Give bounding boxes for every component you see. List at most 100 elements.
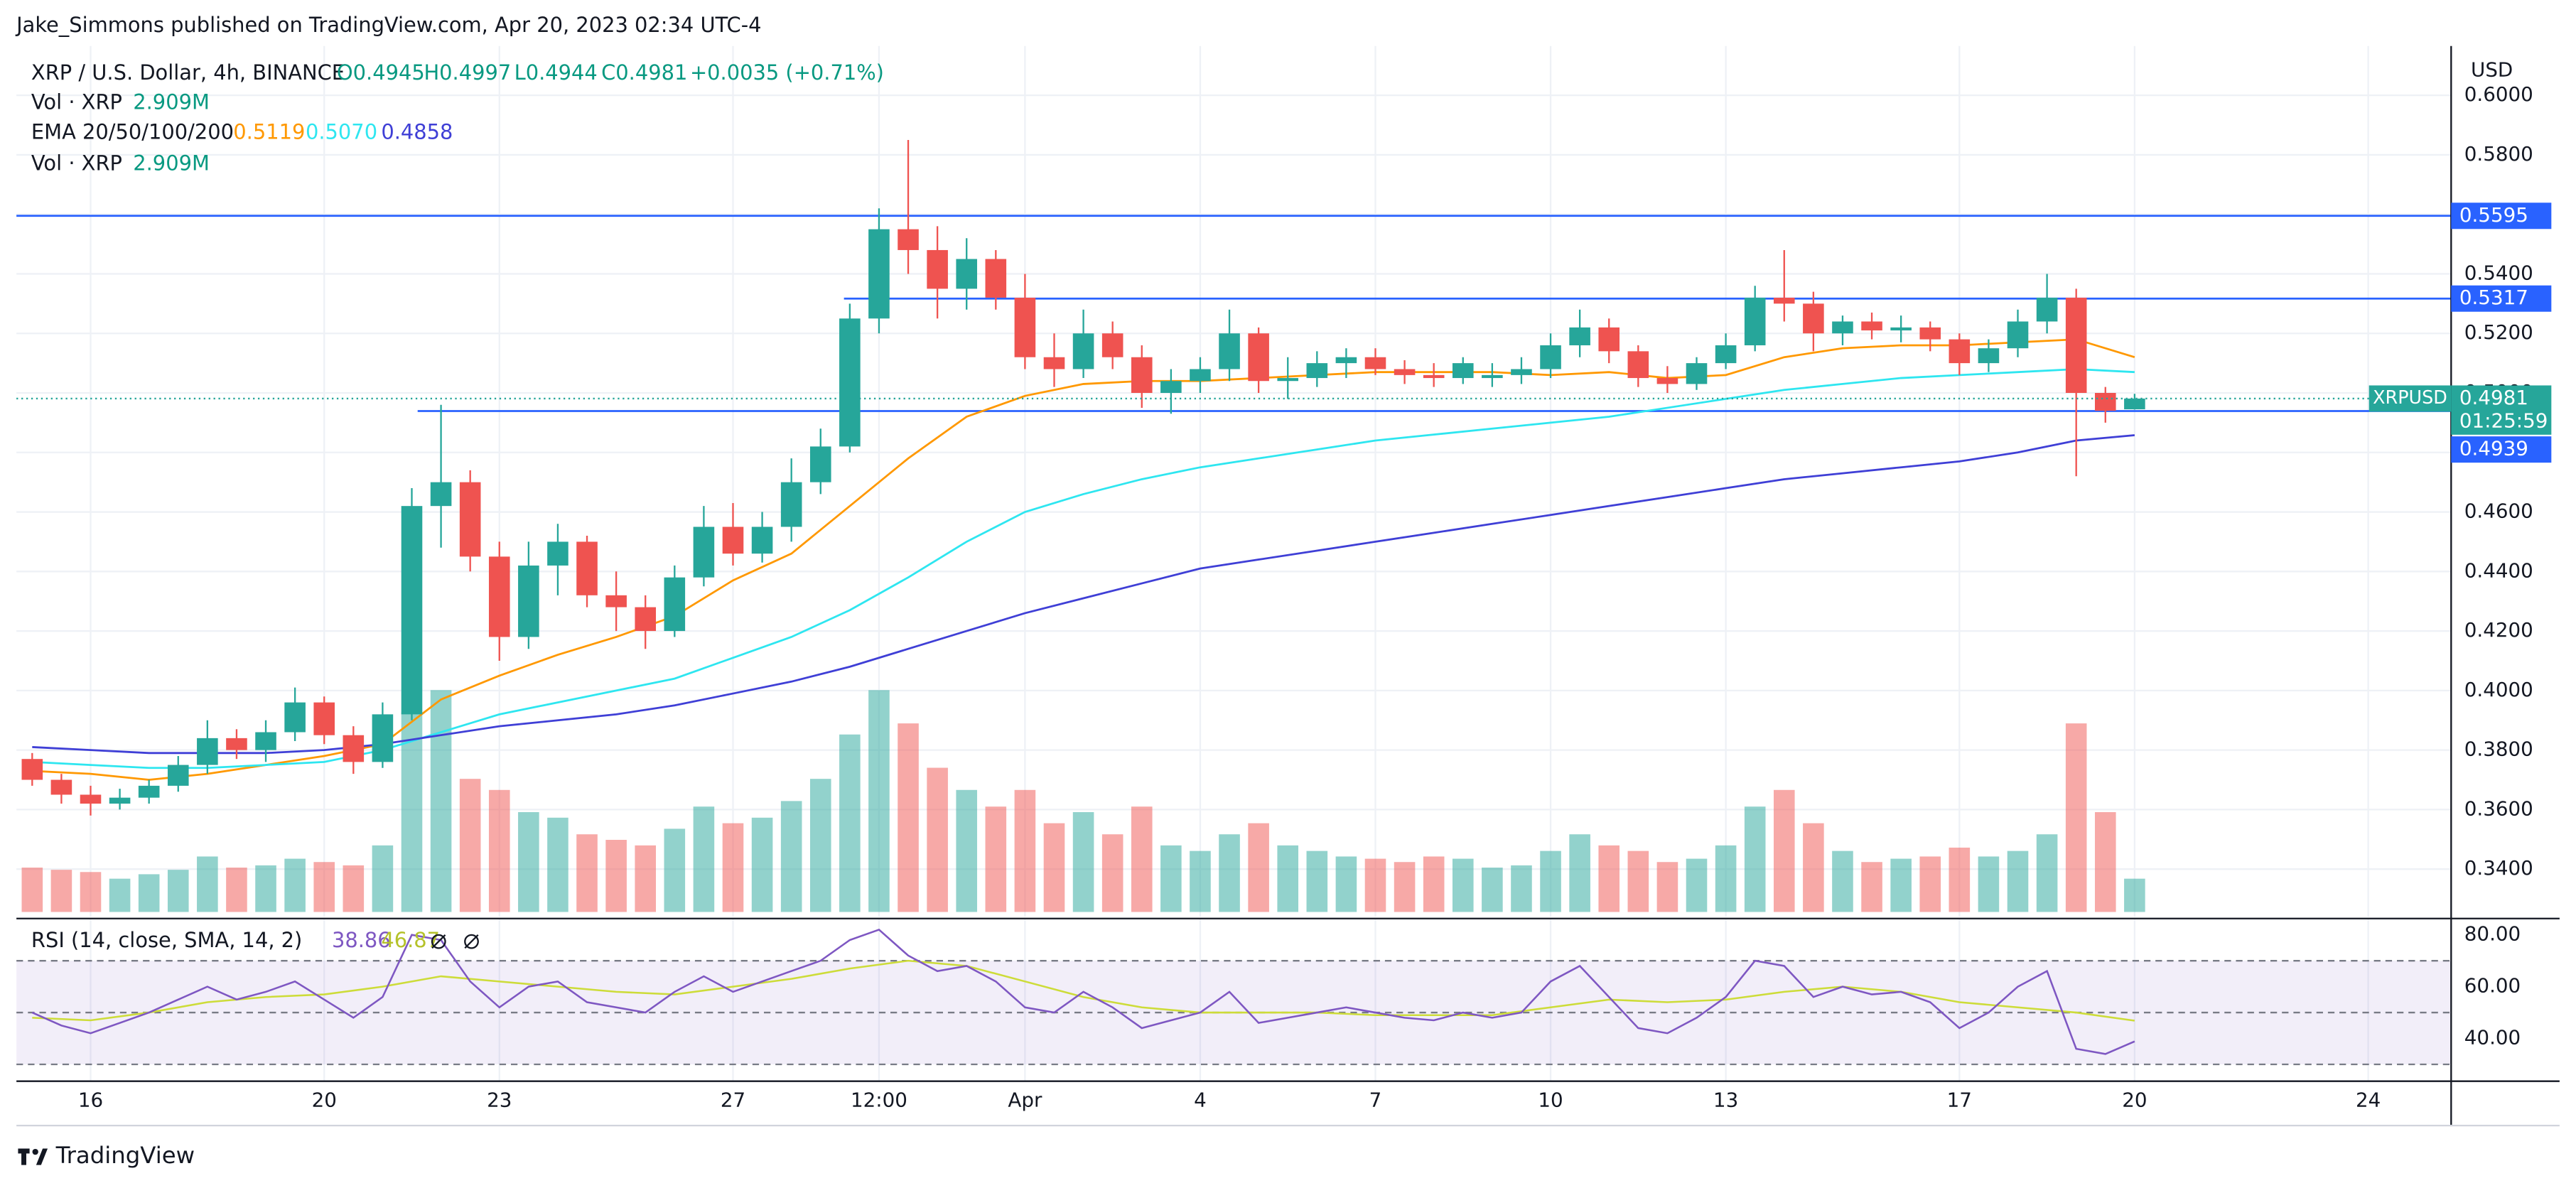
volume-bar xyxy=(518,811,539,912)
volume-bar xyxy=(1744,806,1766,912)
volume-bar xyxy=(343,865,365,912)
volume-bar xyxy=(839,734,861,912)
x-tick-label: 27 xyxy=(721,1088,745,1111)
candle-body xyxy=(1861,321,1882,331)
level-badge xyxy=(2451,436,2552,463)
y-tick-label: 0.6000 xyxy=(2464,82,2533,106)
high-value: H0.4997 xyxy=(424,60,511,85)
candle-body xyxy=(1452,363,1474,379)
volume-bar xyxy=(138,874,160,912)
volume-bar xyxy=(197,856,218,912)
countdown: 01:25:59 xyxy=(2459,409,2548,432)
candle-body xyxy=(430,482,452,507)
last-price-value: 0.4981 xyxy=(2459,386,2528,409)
candle-body xyxy=(1160,381,1182,393)
candle-body xyxy=(255,732,276,750)
candle-body xyxy=(1072,333,1094,369)
candle-body xyxy=(927,249,948,289)
ema-legend-value: 0.5119 xyxy=(233,119,305,144)
volume-bar xyxy=(809,779,831,912)
candle-body xyxy=(956,259,978,289)
candle-body xyxy=(2124,398,2145,410)
candle-body xyxy=(401,506,423,715)
y-tick-label: 0.4000 xyxy=(2464,678,2533,701)
volume-legend: Vol · XRP xyxy=(31,151,122,175)
volume-bar xyxy=(1540,850,1561,912)
candle-body xyxy=(226,738,247,750)
volume-bar xyxy=(1364,858,1386,912)
volume-bar xyxy=(898,723,919,912)
y-tick-label: 40.00 xyxy=(2464,1026,2521,1049)
x-tick-label: 24 xyxy=(2356,1088,2381,1111)
volume-bar xyxy=(1277,845,1299,912)
volume-bar xyxy=(1803,823,1824,912)
volume-bar xyxy=(1686,858,1708,912)
candle-body xyxy=(985,259,1007,298)
candle-body xyxy=(693,526,715,578)
volume-bar xyxy=(693,806,715,912)
volume-bar xyxy=(956,789,978,912)
volume-bar xyxy=(985,806,1007,912)
x-tick-label: 16 xyxy=(78,1088,103,1111)
candle-body xyxy=(1656,378,1678,384)
volume-bar xyxy=(868,690,890,912)
candle-body xyxy=(1540,345,1561,369)
candle-body xyxy=(1919,327,1941,340)
candle-body xyxy=(1832,321,1853,334)
volume-bar xyxy=(1511,865,1532,912)
volume-bar xyxy=(226,868,247,912)
volume-bar xyxy=(1335,856,1357,912)
volume-bar xyxy=(576,834,598,912)
candle-body xyxy=(80,794,102,804)
y-tick-label: 0.3600 xyxy=(2464,796,2533,820)
y-tick-label: 0.4400 xyxy=(2464,558,2533,582)
axis-unit: USD xyxy=(2471,58,2513,81)
candle-body xyxy=(1101,333,1123,357)
volume-bar xyxy=(284,858,306,912)
volume-bar xyxy=(1248,823,1269,912)
candle-body xyxy=(1949,339,1971,364)
level-badge-text: 0.5595 xyxy=(2459,203,2528,227)
y-tick-label: 0.3800 xyxy=(2464,738,2533,761)
candle-body xyxy=(751,526,773,554)
rsi-line xyxy=(31,928,2135,1055)
volume-bar xyxy=(1219,834,1240,912)
candle-body xyxy=(2065,297,2087,393)
candle-body xyxy=(1773,297,1795,304)
volume-bar xyxy=(1919,856,1941,912)
candle-body xyxy=(1219,333,1240,369)
plot xyxy=(16,139,2452,1066)
volume-bar xyxy=(1190,850,1211,912)
candle-body xyxy=(50,779,72,795)
ema-legend: EMA 20/50/100/200 xyxy=(31,119,234,144)
volume-bar xyxy=(50,870,72,912)
volume-bar xyxy=(1452,858,1474,912)
candle-body xyxy=(1627,351,1649,379)
candle-body xyxy=(1306,363,1328,379)
candle-body xyxy=(372,714,394,762)
y-tick-label: 0.4200 xyxy=(2464,618,2533,642)
volume-bar xyxy=(488,789,510,912)
candle-body xyxy=(1686,363,1708,384)
volume-bar xyxy=(372,845,394,912)
volume-bar xyxy=(1043,823,1065,912)
volume-bar xyxy=(1394,862,1416,912)
volume-bar xyxy=(459,779,481,912)
candle-body xyxy=(1014,297,1036,357)
volume-bar xyxy=(1627,850,1649,912)
volume-bar xyxy=(1423,856,1445,912)
x-tick-label: 20 xyxy=(312,1088,337,1111)
rsi-legend-value: 46.87 xyxy=(381,928,440,952)
volume-bar xyxy=(1861,862,1882,912)
volume-bar xyxy=(401,712,423,912)
candle-body xyxy=(1423,374,1445,379)
candle-body xyxy=(780,482,802,527)
last-price-badge xyxy=(2451,385,2552,435)
candle-body xyxy=(809,446,831,482)
y-tick-label: 0.4600 xyxy=(2464,500,2533,523)
level-badge xyxy=(2451,285,2552,312)
candle-body xyxy=(1043,357,1065,369)
brand-name: TradingView xyxy=(55,1142,195,1169)
candle-body xyxy=(1890,327,1912,331)
